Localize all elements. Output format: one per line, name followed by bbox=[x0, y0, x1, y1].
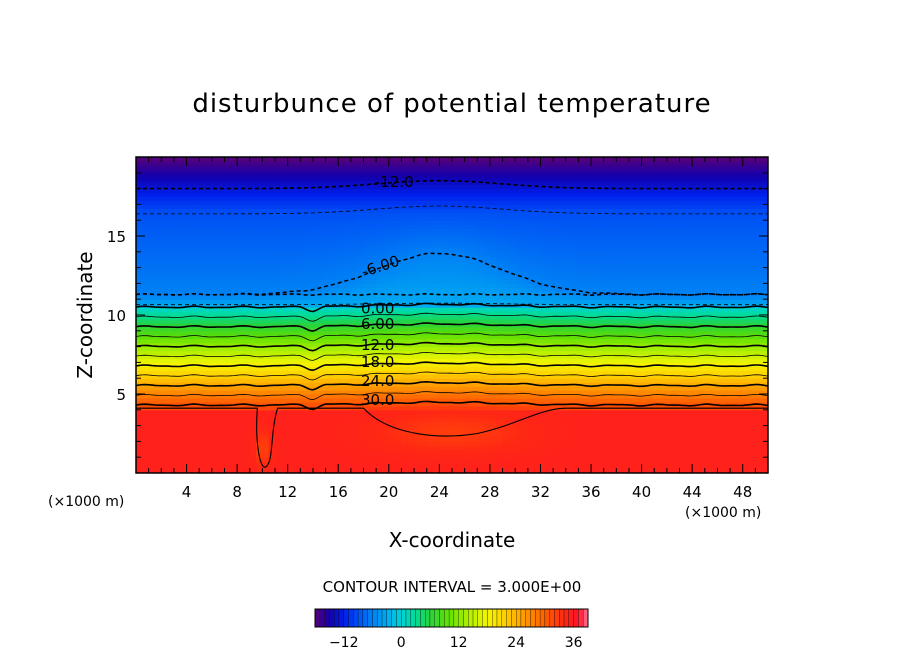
colorbar-swatch bbox=[324, 608, 330, 628]
colorbar-swatch bbox=[405, 608, 411, 628]
y-tick-label: 15 bbox=[107, 228, 126, 246]
x-tick-label: 32 bbox=[531, 483, 550, 501]
colorbar-swatch bbox=[520, 608, 526, 628]
chart-title: disturbunce of potential temperature bbox=[192, 89, 711, 119]
contour-label: 30.0 bbox=[361, 391, 394, 409]
colorbar-swatch bbox=[554, 608, 560, 628]
colorbar-swatch bbox=[434, 608, 440, 628]
colorbar-swatch bbox=[468, 608, 474, 628]
colorbar-tick-label: 0 bbox=[397, 635, 406, 651]
x-tick-label: 20 bbox=[379, 483, 398, 501]
x-tick-label: 16 bbox=[329, 483, 348, 501]
colorbar-swatch bbox=[410, 608, 416, 628]
colorbar-swatch bbox=[573, 608, 579, 628]
contour-label: -12.0 bbox=[375, 173, 414, 191]
contour-interval-text: CONTOUR INTERVAL = 3.000E+00 bbox=[323, 578, 582, 596]
colorbar-swatch bbox=[477, 608, 483, 628]
x-axis-ticks: 4 8 12 16 20 24 28 32 36 40 44 48 bbox=[148, 157, 756, 501]
colorbar-swatch bbox=[516, 608, 522, 628]
x-tick-label: 48 bbox=[733, 483, 752, 501]
colorbar-swatch bbox=[372, 608, 378, 628]
contour-label: 18.0 bbox=[361, 353, 394, 371]
colorbar-swatch bbox=[472, 608, 478, 628]
y-tick-label: 5 bbox=[116, 386, 126, 404]
y-axis-ticks: 5 10 15 bbox=[107, 172, 768, 458]
colorbar-swatch bbox=[429, 608, 435, 628]
y-axis-label: Z-coordinate bbox=[73, 251, 97, 378]
colorbar-swatch bbox=[583, 608, 589, 628]
x-tick-label: 40 bbox=[632, 483, 651, 501]
colorbar-swatch bbox=[453, 608, 459, 628]
contour-label: 12.0 bbox=[361, 336, 394, 354]
colorbar-swatch bbox=[530, 608, 536, 628]
colorbar-swatch bbox=[420, 608, 426, 628]
colorbar-swatch bbox=[329, 608, 335, 628]
colorbar-swatch bbox=[444, 608, 450, 628]
colorbar-swatch bbox=[487, 608, 493, 628]
colorbar-swatch bbox=[386, 608, 392, 628]
colorbar-swatch bbox=[563, 608, 569, 628]
contour-lines bbox=[136, 179, 768, 468]
colorbar-tick-label: −12 bbox=[329, 635, 359, 651]
colorbar-swatch bbox=[425, 608, 431, 628]
color-filled-field bbox=[136, 157, 768, 473]
colorbar-tick-labels: −12 0 12 24 36 bbox=[329, 635, 583, 651]
y-tick-label: 10 bbox=[107, 307, 126, 325]
colorbar-swatch bbox=[353, 608, 359, 628]
x-tick-label: 36 bbox=[581, 483, 600, 501]
colorbar-swatch bbox=[338, 608, 344, 628]
colorbar-swatch bbox=[334, 608, 340, 628]
colorbar-swatch bbox=[511, 608, 517, 628]
colorbar bbox=[314, 608, 589, 628]
colorbar-swatch bbox=[544, 608, 550, 628]
colorbar-swatch bbox=[367, 608, 373, 628]
x-tick-label: 28 bbox=[480, 483, 499, 501]
colorbar-swatch bbox=[401, 608, 407, 628]
x-unit-right: (×1000 m) bbox=[685, 505, 761, 521]
colorbar-swatch bbox=[314, 608, 320, 628]
x-tick-label: 8 bbox=[232, 483, 242, 501]
contour-label: 6.00 bbox=[361, 315, 394, 333]
colorbar-swatch bbox=[396, 608, 402, 628]
colorbar-swatch bbox=[319, 608, 325, 628]
x-tick-label: 4 bbox=[182, 483, 192, 501]
contour-label: 0.00 bbox=[361, 299, 394, 317]
x-tick-label: 44 bbox=[683, 483, 702, 501]
colorbar-swatch bbox=[578, 608, 584, 628]
colorbar-swatch bbox=[539, 608, 546, 628]
colorbar-swatch bbox=[377, 608, 383, 628]
colorbar-swatch bbox=[343, 608, 349, 628]
colorbar-swatch bbox=[463, 608, 469, 628]
x-tick-label: 12 bbox=[278, 483, 297, 501]
colorbar-tick-label: 24 bbox=[507, 635, 525, 651]
contour-label: 24.0 bbox=[361, 372, 394, 390]
colorbar-swatch bbox=[348, 608, 354, 628]
colorbar-swatch bbox=[525, 608, 531, 628]
colorbar-swatch bbox=[496, 608, 502, 628]
x-tick-label: 24 bbox=[430, 483, 449, 501]
colorbar-tick-label: 12 bbox=[450, 635, 468, 651]
colorbar-swatch bbox=[506, 608, 512, 628]
x-unit-left: (×1000 m) bbox=[48, 494, 124, 510]
colorbar-tick-label: 36 bbox=[565, 635, 583, 651]
colorbar-swatch bbox=[458, 608, 464, 628]
colorbar-swatch bbox=[501, 608, 507, 628]
colorbar-swatch bbox=[439, 608, 445, 628]
colorbar-swatch bbox=[391, 608, 397, 628]
x-axis-label: X-coordinate bbox=[389, 528, 516, 552]
colorbar-swatch bbox=[559, 608, 565, 628]
colorbar-swatch bbox=[568, 608, 574, 628]
colorbar-swatch bbox=[535, 608, 541, 628]
colorbar-swatch bbox=[482, 608, 488, 628]
colorbar-swatch bbox=[381, 608, 387, 628]
colorbar-swatch bbox=[492, 608, 498, 628]
colorbar-swatch bbox=[415, 608, 421, 628]
colorbar-swatch bbox=[549, 608, 555, 628]
colorbar-swatch bbox=[357, 608, 364, 628]
colorbar-swatch bbox=[448, 608, 455, 628]
colorbar-swatch bbox=[362, 608, 368, 628]
